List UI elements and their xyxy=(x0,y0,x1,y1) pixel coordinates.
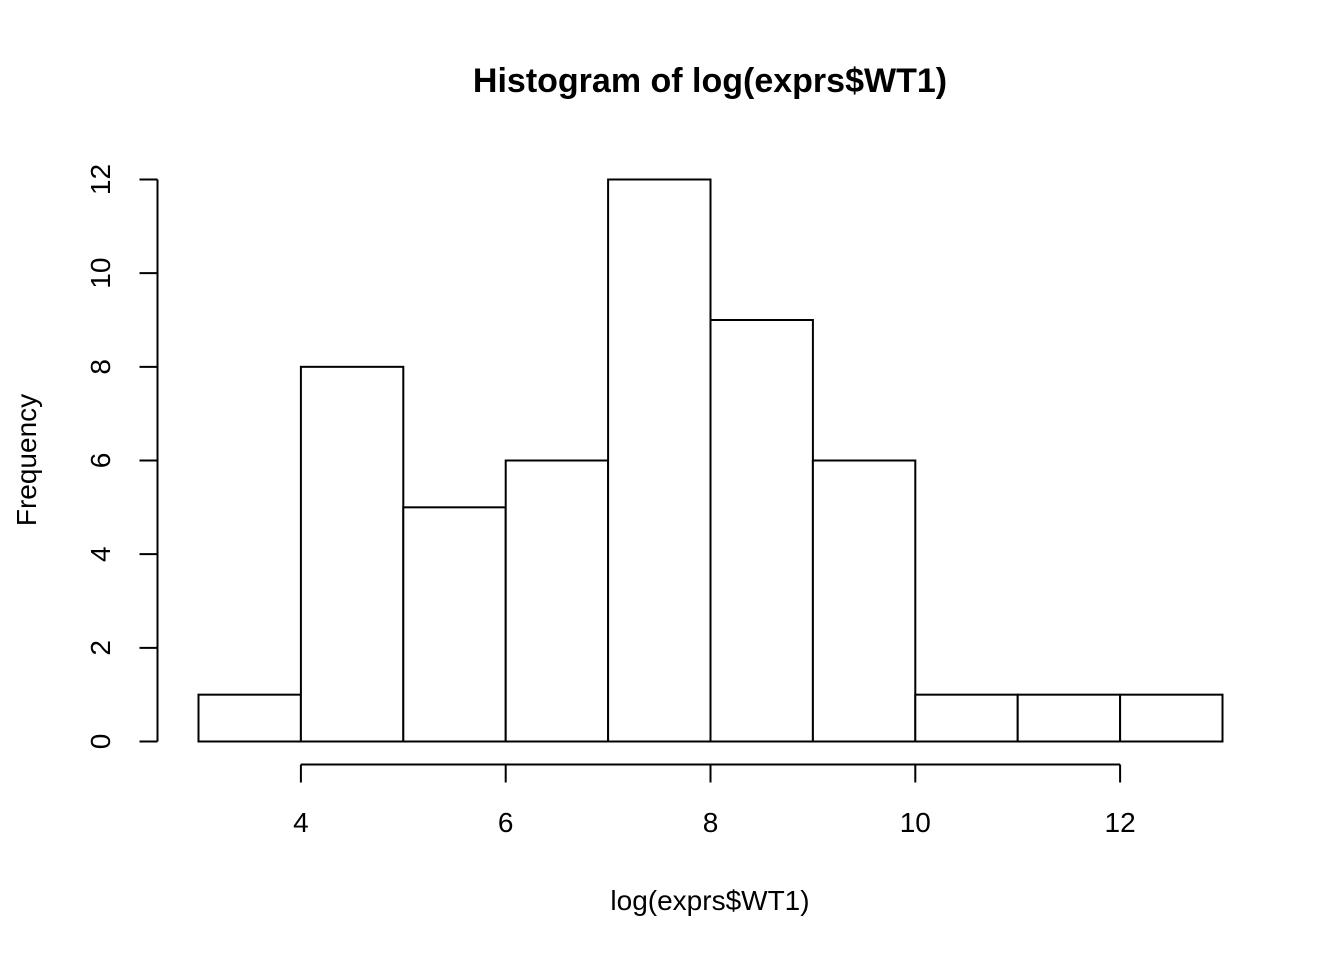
y-tick-label-4: 8 xyxy=(85,359,116,375)
histogram-bar-7 xyxy=(914,693,1019,743)
y-tick-label-2: 4 xyxy=(85,546,116,562)
histogram-bar-2 xyxy=(402,506,507,743)
histogram-bar-4 xyxy=(607,178,712,743)
histogram-bar-8 xyxy=(1016,693,1122,743)
y-tick-label-1: 2 xyxy=(85,640,116,656)
x-axis: 4 6 8 10 12 xyxy=(293,763,1136,838)
y-tick-label-3: 6 xyxy=(85,453,116,469)
x-tick-label-4: 12 xyxy=(1105,807,1136,838)
x-tick-label-2: 8 xyxy=(703,807,719,838)
y-tick-label-0: 0 xyxy=(85,734,116,750)
y-tick-label-6: 12 xyxy=(85,164,116,195)
histogram-bar-9 xyxy=(1119,693,1224,743)
chart-title: Histogram of log(exprs$WT1) xyxy=(473,62,947,100)
histogram-bar-0 xyxy=(197,693,302,743)
x-axis-label: log(exprs$WT1) xyxy=(610,885,809,916)
x-tick-label-0: 4 xyxy=(293,807,309,838)
y-axis-label: Frequency xyxy=(11,394,42,526)
y-axis: 0 2 4 6 8 10 12 xyxy=(85,164,159,750)
histogram-bar-3 xyxy=(504,459,610,743)
x-tick-label-1: 6 xyxy=(498,807,514,838)
y-tick-label-5: 10 xyxy=(85,258,116,289)
histogram-bar-1 xyxy=(299,365,405,743)
x-tick-label-3: 10 xyxy=(900,807,931,838)
histogram-bar-6 xyxy=(811,459,917,743)
histogram-bar-5 xyxy=(709,319,814,743)
bars-group xyxy=(197,178,1224,743)
